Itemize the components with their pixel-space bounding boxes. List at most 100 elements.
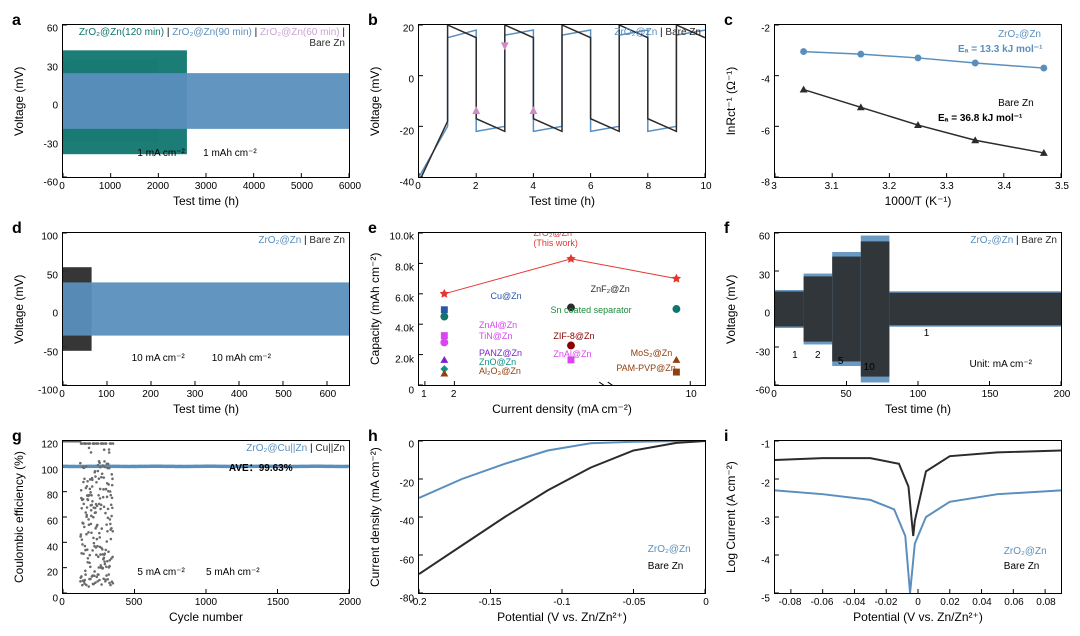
x-axis-label: Potential (V vs. Zn/Zn²⁺) xyxy=(418,610,706,624)
annotation: Eₐ = 36.8 kJ mol⁻¹ xyxy=(938,113,1022,124)
panel-h: hPotential (V vs. Zn/Zn²⁺)Current densit… xyxy=(366,426,714,626)
annotation: 10 xyxy=(864,362,875,373)
x-tick: 0 xyxy=(915,597,921,608)
y-tick: -30 xyxy=(28,139,58,150)
x-tick: 1 xyxy=(421,389,427,400)
y-tick: -8 xyxy=(740,178,770,189)
x-tick: 2 xyxy=(473,181,479,192)
x-tick: 0.04 xyxy=(972,597,991,608)
x-tick: -0.1 xyxy=(553,597,570,608)
y-tick: -3 xyxy=(740,517,770,528)
panel-d: dTest time (h)Voltage (mV)ZrO₂@Zn | Bare… xyxy=(10,218,358,418)
x-tick: 2 xyxy=(451,389,457,400)
point-label: Sn coated separator xyxy=(551,305,632,315)
x-tick: 500 xyxy=(126,597,143,608)
x-tick: 0 xyxy=(703,597,709,608)
panel-a: aTest time (h)Voltage (mV)ZrO₂@Zn(120 mi… xyxy=(10,10,358,210)
y-tick: 0 xyxy=(384,75,414,86)
annotation: Bare Zn xyxy=(1004,561,1040,572)
plot-area: ZrO₂@Zn Eₐ = 13.3 kJ mol⁻¹ Bare Zn Eₐ = 36.… xyxy=(774,24,1062,178)
y-tick: -80 xyxy=(384,594,414,605)
x-axis-label: Test time (h) xyxy=(62,194,350,208)
y-tick: -60 xyxy=(384,555,414,566)
x-axis-label: 1000/T (K⁻¹) xyxy=(774,194,1062,208)
y-tick: 6.0k xyxy=(384,293,414,304)
point-label: Cu@Zn xyxy=(491,291,522,301)
annotation: 5 mAh cm⁻² xyxy=(206,567,260,578)
plot-area: ZrO₂@ZnBare Zn xyxy=(774,440,1062,594)
panel-label: g xyxy=(12,428,22,446)
x-tick: 3.5 xyxy=(1055,181,1069,192)
x-axis-label: Potential (V vs. Zn/Zn²⁺) xyxy=(774,610,1062,624)
y-tick: -6 xyxy=(740,126,770,137)
x-tick: -0.02 xyxy=(875,597,898,608)
x-tick: 0.02 xyxy=(940,597,959,608)
y-tick: 0 xyxy=(740,309,770,320)
x-tick: 4 xyxy=(530,181,536,192)
annotation: ZrO₂@Zn xyxy=(998,29,1041,40)
panel-c: c1000/T (K⁻¹)lnRct⁻¹ (Ω⁻¹)ZrO₂@ZnEₐ = 13… xyxy=(722,10,1070,210)
x-tick: 4000 xyxy=(243,181,265,192)
panel-label: h xyxy=(368,428,378,446)
plot-area: ZrO₂@ZnBare Zn xyxy=(418,440,706,594)
panel-label: a xyxy=(12,12,21,30)
point-label: MoS₂@Zn xyxy=(631,348,673,358)
x-tick: 0 xyxy=(771,389,777,400)
y-tick: 100 xyxy=(28,232,58,243)
plot-area: ZrO₂@Zn(120 min) | ZrO₂@Zn(90 min) | ZrO… xyxy=(62,24,350,178)
y-tick: 10.0k xyxy=(384,232,414,243)
x-tick: 5000 xyxy=(291,181,313,192)
x-tick: 100 xyxy=(98,389,115,400)
annotation: 1 xyxy=(792,350,798,361)
x-tick: 600 xyxy=(320,389,337,400)
plot-area: ZrO₂@Cu||Zn | Cu||ZnAVE：99.63%5 mA cm⁻²5… xyxy=(62,440,350,594)
y-tick: -1 xyxy=(740,440,770,451)
annotation: 10 mAh cm⁻² xyxy=(212,353,271,364)
annotation: Eₐ = 13.3 kJ mol⁻¹ xyxy=(958,44,1042,55)
x-tick: -0.04 xyxy=(843,597,866,608)
x-tick: 3.1 xyxy=(825,181,839,192)
y-tick: -40 xyxy=(384,178,414,189)
annotation: Bare Zn xyxy=(998,98,1034,109)
point-label: ZnAl@Zn xyxy=(479,320,517,330)
x-tick: 400 xyxy=(231,389,248,400)
panel-i: iPotential (V vs. Zn/Zn²⁺)Log Current (A… xyxy=(722,426,1070,626)
panel-g: gCycle numberCoulombic efficiency (%)ZrO… xyxy=(10,426,358,626)
y-tick: -4 xyxy=(740,555,770,566)
y-tick: 0 xyxy=(384,386,414,397)
panel-e: eCurrent density (mA cm⁻²)Capacity (mAh … xyxy=(366,218,714,418)
x-tick: 10 xyxy=(700,181,711,192)
legend: ZrO₂@Zn(120 min) | ZrO₂@Zn(90 min) | ZrO… xyxy=(73,27,345,49)
point-label: Al₂O₃@Zn xyxy=(479,366,521,376)
x-tick: -0.15 xyxy=(479,597,502,608)
x-axis-label: Test time (h) xyxy=(774,402,1062,416)
annotation: AVE：99.63% xyxy=(229,459,293,474)
x-tick: 100 xyxy=(910,389,927,400)
y-tick: 0 xyxy=(28,101,58,112)
point-label: ZIF-8@Zn xyxy=(553,331,594,341)
point-label: TiN@Zn xyxy=(479,331,512,341)
y-tick: -50 xyxy=(28,347,58,358)
x-tick: 0 xyxy=(59,597,65,608)
panel-f: fTest time (h)Voltage (mV)ZrO₂@Zn | Bare… xyxy=(722,218,1070,418)
y-axis-label: Voltage (mV) xyxy=(724,232,738,386)
point-label: ZnF₂@Zn xyxy=(591,284,630,294)
annotation: 2 xyxy=(815,350,821,361)
x-tick: 0 xyxy=(59,181,65,192)
legend: ZrO₂@Zn | Bare Zn xyxy=(614,27,701,38)
x-tick: 1500 xyxy=(267,597,289,608)
plot-area: ZrO₂@Zn(This work) Cu@Zn ZnF₂@Zn Sn coated … xyxy=(418,232,706,386)
x-axis-label: Cycle number xyxy=(62,610,350,624)
y-tick: 0 xyxy=(384,440,414,451)
plot-area: ZrO₂@Zn | Bare Zn xyxy=(418,24,706,178)
x-tick: 6 xyxy=(588,181,594,192)
y-tick: 60 xyxy=(740,232,770,243)
annotation: ZrO₂@Zn xyxy=(648,544,691,555)
x-tick: 8 xyxy=(646,181,652,192)
x-axis-label: Test time (h) xyxy=(418,194,706,208)
panel-b: bTest time (h)Voltage (mV)ZrO₂@Zn | Bare… xyxy=(366,10,714,210)
plot-area: ZrO₂@Zn | Bare Zn125101Unit: mA cm⁻² xyxy=(774,232,1062,386)
y-tick: 50 xyxy=(28,270,58,281)
legend: ZrO₂@Cu||Zn | Cu||Zn xyxy=(246,443,345,454)
point-label: ZrO₂@Zn(This work) xyxy=(533,232,578,248)
